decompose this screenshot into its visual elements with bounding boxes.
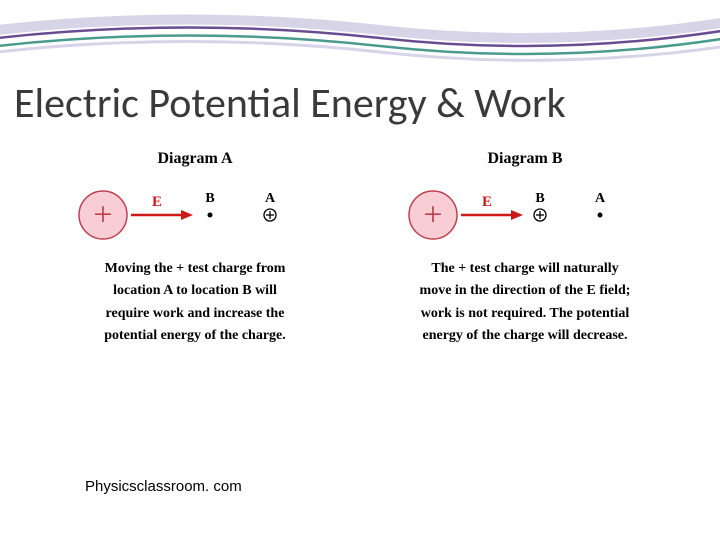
point-b-label-b: B bbox=[535, 191, 544, 206]
e-arrowhead-a bbox=[181, 210, 193, 220]
diagram-b-title: Diagram B bbox=[487, 150, 562, 168]
e-label-a: E bbox=[152, 194, 162, 210]
diagram-b: Diagram B + E B A The + test charge will… bbox=[375, 150, 675, 390]
point-a-label-a: A bbox=[265, 191, 276, 206]
slide-title: Electric Potential Energy & Work bbox=[14, 78, 566, 129]
source-sign-b: + bbox=[423, 197, 442, 234]
diagram-a-caption: Moving the + test charge from location A… bbox=[104, 258, 286, 348]
point-a-marker-b bbox=[598, 213, 603, 218]
e-arrowhead-b bbox=[511, 210, 523, 220]
diagram-b-svg: + E B A bbox=[395, 180, 655, 250]
diagrams-container: Diagram A + E B A Moving the + test char… bbox=[45, 150, 675, 390]
diagram-a-svg: + E B A bbox=[65, 180, 325, 250]
e-label-b: E bbox=[482, 194, 492, 210]
point-a-label-b: A bbox=[595, 191, 606, 206]
diagram-a-title: Diagram A bbox=[157, 150, 232, 168]
point-b-label-a: B bbox=[205, 191, 214, 206]
diagram-b-caption: The + test charge will naturally move in… bbox=[420, 258, 631, 348]
source-sign-a: + bbox=[93, 197, 112, 234]
header-swoosh bbox=[0, 0, 720, 80]
source-attribution: Physicsclassroom. com bbox=[85, 478, 242, 495]
diagram-a: Diagram A + E B A Moving the + test char… bbox=[45, 150, 345, 390]
point-b-marker-a bbox=[208, 213, 213, 218]
